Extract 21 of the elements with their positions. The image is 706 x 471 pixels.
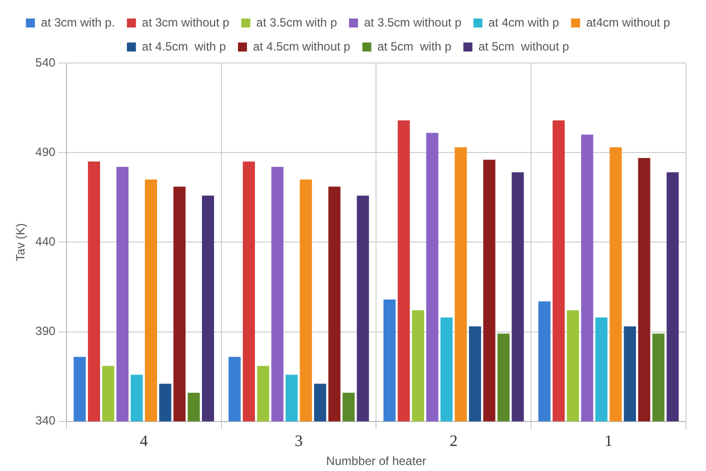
- legend-label: at 4.5cm with p: [142, 39, 226, 54]
- legend-label: at 4.5cm without p: [252, 39, 351, 54]
- y-tick-label: 340: [35, 414, 56, 428]
- x-axis-title: Numbber of heater: [326, 454, 426, 468]
- y-tick-label: 490: [35, 144, 56, 159]
- x-tick-label: 2: [450, 433, 458, 450]
- legend-label: at4cm without p: [586, 15, 670, 30]
- x-tick-label: 1: [604, 433, 613, 450]
- legend-label: at 5cm without p: [478, 39, 570, 54]
- legend-label: at 3cm without p: [142, 15, 230, 30]
- legend-label: at 3cm with p.: [40, 15, 115, 30]
- x-tick-label: 4: [140, 433, 148, 450]
- y-axis-title: Tav (K): [14, 223, 28, 262]
- y-tick-label: 440: [35, 234, 56, 249]
- legend-label: at 3.5cm without p: [364, 15, 462, 30]
- y-tick-label: 540: [35, 55, 56, 70]
- legend-label: at 4cm with p: [488, 15, 560, 30]
- legend-label: at 5cm with p: [377, 39, 452, 54]
- y-tick-label: 390: [35, 324, 56, 338]
- x-tick-label: 3: [294, 433, 303, 450]
- legend-label: at 3.5cm with p: [256, 15, 338, 30]
